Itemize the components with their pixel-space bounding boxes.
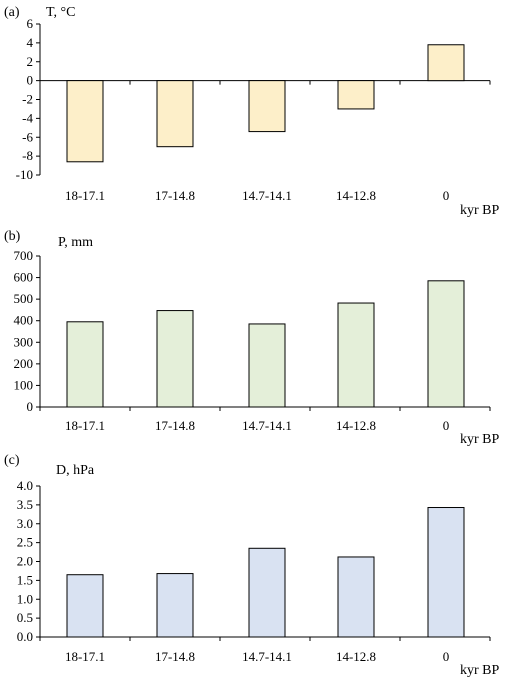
bar-2: [156, 573, 194, 638]
bar-1: [66, 321, 104, 408]
y-tick-label: 1.5: [17, 572, 33, 587]
y-tick-label: 300: [14, 334, 34, 349]
y-tick-label: 0: [27, 73, 34, 88]
bar-4: [337, 80, 375, 110]
y-tick-label: -2: [22, 92, 33, 107]
x-tick-label: 0: [443, 188, 450, 203]
x-tick-label: 14.7-14.1: [242, 418, 292, 433]
x-axis-label: kyr BP: [460, 432, 500, 447]
x-tick-label: 17-14.8: [155, 188, 195, 203]
bar-3: [248, 323, 286, 408]
x-tick-label: 18-17.1: [65, 188, 105, 203]
y-tick-label: 4.0: [17, 478, 33, 493]
bar-1: [66, 574, 104, 638]
panel-c: (c) D, hPa kyr BP 4.0 3.5 3.0 2.5 2.0 1.5 1.0 0.5 0…: [4, 453, 500, 678]
panel-a: (a) T, °C kyr BP 6 4 2 0 -2 -4 -6 -8 -10 18-17.1 17-1…: [4, 5, 500, 218]
bar-2: [156, 80, 194, 148]
y-axis-label: D, hPa: [56, 463, 95, 478]
y-axis-label: P, mm: [58, 235, 93, 250]
y-tick-label: -8: [22, 148, 33, 163]
panel-label: (c): [4, 453, 20, 468]
bar-1: [66, 80, 104, 163]
y-tick-label: 3.5: [17, 497, 33, 512]
x-axis-label: kyr BP: [460, 203, 500, 218]
y-tick-label: 400: [14, 313, 34, 328]
x-tick-label: 18-17.1: [65, 418, 105, 433]
x-tick-label: 14-12.8: [336, 188, 376, 203]
x-axis-label: kyr BP: [460, 663, 500, 678]
y-tick-label: -4: [22, 110, 33, 125]
panel-label: (a): [4, 5, 20, 20]
y-tick-label: -10: [16, 167, 33, 182]
bar-5: [427, 280, 465, 408]
y-tick-label: 6: [27, 16, 34, 31]
y-tick-label: 3.0: [17, 516, 33, 531]
y-tick-label: 0: [27, 399, 34, 414]
x-tick-label: 0: [443, 649, 450, 664]
y-tick-label: 2.0: [17, 554, 33, 569]
x-tick-label: 0: [443, 418, 450, 433]
bar-4: [337, 556, 375, 638]
x-tick-label: 14-12.8: [336, 649, 376, 664]
y-tick-label: 1.0: [17, 591, 33, 606]
bar-3: [248, 547, 286, 638]
y-tick-label: 500: [14, 291, 34, 306]
x-tick-label: 17-14.8: [155, 649, 195, 664]
y-tick-label: 200: [14, 356, 34, 371]
bar-3: [248, 80, 286, 133]
y-tick-label: -6: [22, 129, 33, 144]
y-tick-label: 100: [14, 377, 34, 392]
x-tick-label: 14.7-14.1: [242, 649, 292, 664]
y-tick-label: 0.5: [17, 610, 33, 625]
panel-b: (b) P, mm kyr BP 700 600 500 400 300 200 100 0 18-1…: [4, 229, 500, 447]
y-tick-label: 4: [27, 35, 34, 50]
x-tick-label: 14-12.8: [336, 418, 376, 433]
panel-label: (b): [4, 229, 21, 244]
x-tick-label: 17-14.8: [155, 418, 195, 433]
y-tick-label: 700: [14, 248, 34, 263]
bar-2: [156, 310, 194, 408]
y-axis-label: T, °C: [46, 5, 75, 20]
bar-5: [427, 44, 465, 82]
y-tick-label: 2: [27, 54, 34, 69]
x-tick-label: 18-17.1: [65, 649, 105, 664]
bar-4: [337, 302, 375, 408]
bar-5: [427, 507, 465, 638]
y-tick-label: 600: [14, 270, 34, 285]
y-tick-label: 0.0: [17, 629, 33, 644]
y-tick-label: 2.5: [17, 535, 33, 550]
x-tick-label: 14.7-14.1: [242, 188, 292, 203]
